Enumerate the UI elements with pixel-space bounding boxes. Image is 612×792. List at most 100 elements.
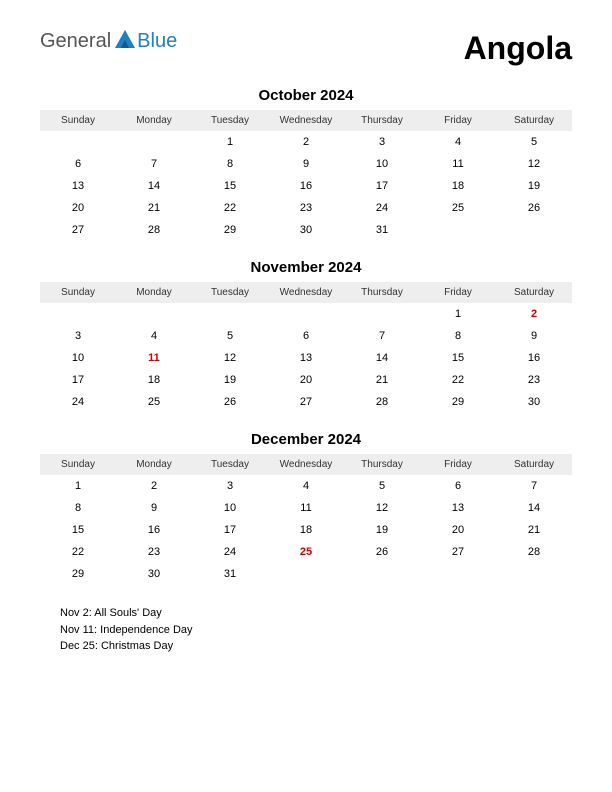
- calendar-day-cell: 29: [40, 563, 116, 585]
- calendar-day-cell: 2: [496, 303, 572, 325]
- calendar-day-cell: 21: [344, 369, 420, 391]
- day-header: Thursday: [344, 110, 420, 131]
- day-header: Sunday: [40, 110, 116, 131]
- calendar-week-row: 1234567: [40, 475, 572, 497]
- calendar-day-cell: 2: [268, 131, 344, 153]
- calendar-day-cell: 11: [420, 153, 496, 175]
- calendar-day-cell: 28: [116, 219, 192, 241]
- calendar-day-cell: 8: [420, 325, 496, 347]
- day-header: Friday: [420, 282, 496, 303]
- day-header: Thursday: [344, 454, 420, 475]
- calendar-day-cell: 13: [420, 497, 496, 519]
- calendar-day-cell: 31: [192, 563, 268, 585]
- month-title: December 2024: [40, 431, 572, 448]
- calendar-day-cell: 1: [420, 303, 496, 325]
- calendar-day-cell: 10: [40, 347, 116, 369]
- calendar-week-row: 6789101112: [40, 153, 572, 175]
- calendar-day-cell: 8: [192, 153, 268, 175]
- calendar-day-cell: [116, 303, 192, 325]
- calendar-day-cell: [192, 303, 268, 325]
- calendar-month: December 2024SundayMondayTuesdayWednesda…: [40, 431, 572, 585]
- calendar-day-cell: 4: [420, 131, 496, 153]
- month-title: November 2024: [40, 259, 572, 276]
- calendar-day-cell: 27: [40, 219, 116, 241]
- day-header: Tuesday: [192, 282, 268, 303]
- calendar-week-row: 22232425262728: [40, 541, 572, 563]
- day-header: Wednesday: [268, 110, 344, 131]
- logo: General Blue: [40, 30, 177, 53]
- calendar-day-cell: [268, 303, 344, 325]
- calendar-day-cell: 30: [268, 219, 344, 241]
- calendar-day-cell: 16: [116, 519, 192, 541]
- calendar-day-cell: 16: [496, 347, 572, 369]
- calendar-day-cell: 22: [192, 197, 268, 219]
- calendar-month: October 2024SundayMondayTuesdayWednesday…: [40, 87, 572, 241]
- calendar-day-cell: 23: [496, 369, 572, 391]
- calendar-day-cell: 9: [116, 497, 192, 519]
- calendar-day-cell: 18: [268, 519, 344, 541]
- calendar-day-cell: 12: [496, 153, 572, 175]
- calendar-day-cell: 21: [496, 519, 572, 541]
- calendar-day-cell: 5: [344, 475, 420, 497]
- calendar-day-cell: 17: [192, 519, 268, 541]
- calendar-day-cell: 25: [116, 391, 192, 413]
- calendar-week-row: 293031: [40, 563, 572, 585]
- calendar-day-cell: 2: [116, 475, 192, 497]
- day-header: Saturday: [496, 282, 572, 303]
- calendar-day-cell: [268, 563, 344, 585]
- holiday-item: Nov 11: Independence Day: [60, 622, 572, 639]
- country-title: Angola: [464, 30, 572, 67]
- day-header: Saturday: [496, 110, 572, 131]
- calendar-day-cell: 9: [496, 325, 572, 347]
- calendar-day-cell: 1: [40, 475, 116, 497]
- day-header: Tuesday: [192, 110, 268, 131]
- calendar-week-row: 10111213141516: [40, 347, 572, 369]
- calendar-day-cell: 7: [116, 153, 192, 175]
- day-header: Monday: [116, 454, 192, 475]
- day-header: Monday: [116, 110, 192, 131]
- calendar-day-cell: 11: [268, 497, 344, 519]
- calendar-day-cell: 29: [192, 219, 268, 241]
- holiday-item: Dec 25: Christmas Day: [60, 638, 572, 655]
- calendar-day-cell: 14: [116, 175, 192, 197]
- day-header: Wednesday: [268, 454, 344, 475]
- calendar-week-row: 891011121314: [40, 497, 572, 519]
- calendar-day-cell: 11: [116, 347, 192, 369]
- calendar-day-cell: 29: [420, 391, 496, 413]
- calendar-day-cell: 24: [40, 391, 116, 413]
- calendar-day-cell: [496, 563, 572, 585]
- calendar-week-row: 3456789: [40, 325, 572, 347]
- calendar-day-cell: 26: [496, 197, 572, 219]
- calendar-day-cell: 20: [420, 519, 496, 541]
- calendar-day-cell: 13: [268, 347, 344, 369]
- calendar-day-cell: 22: [40, 541, 116, 563]
- day-header: Monday: [116, 282, 192, 303]
- calendar-day-cell: [344, 303, 420, 325]
- calendar-day-cell: 20: [40, 197, 116, 219]
- calendar-day-cell: 23: [268, 197, 344, 219]
- calendar-month: November 2024SundayMondayTuesdayWednesda…: [40, 259, 572, 413]
- calendar-day-cell: 3: [192, 475, 268, 497]
- calendar-day-cell: 18: [420, 175, 496, 197]
- calendar-day-cell: 22: [420, 369, 496, 391]
- calendar-week-row: 17181920212223: [40, 369, 572, 391]
- calendar-week-row: 13141516171819: [40, 175, 572, 197]
- day-header: Friday: [420, 110, 496, 131]
- calendar-day-cell: 20: [268, 369, 344, 391]
- day-header: Tuesday: [192, 454, 268, 475]
- logo-triangle-icon: [115, 30, 135, 53]
- calendar-day-cell: [496, 219, 572, 241]
- calendar-week-row: 24252627282930: [40, 391, 572, 413]
- calendar-day-cell: 28: [344, 391, 420, 413]
- calendar-day-cell: 6: [420, 475, 496, 497]
- day-header: Sunday: [40, 282, 116, 303]
- calendar-day-cell: 6: [40, 153, 116, 175]
- calendar-day-cell: 26: [192, 391, 268, 413]
- calendar-day-cell: 3: [40, 325, 116, 347]
- calendar-week-row: 15161718192021: [40, 519, 572, 541]
- calendar-day-cell: 16: [268, 175, 344, 197]
- calendars-container: October 2024SundayMondayTuesdayWednesday…: [40, 87, 572, 585]
- calendar-day-cell: 18: [116, 369, 192, 391]
- logo-text-blue: Blue: [137, 30, 177, 53]
- calendar-day-cell: 3: [344, 131, 420, 153]
